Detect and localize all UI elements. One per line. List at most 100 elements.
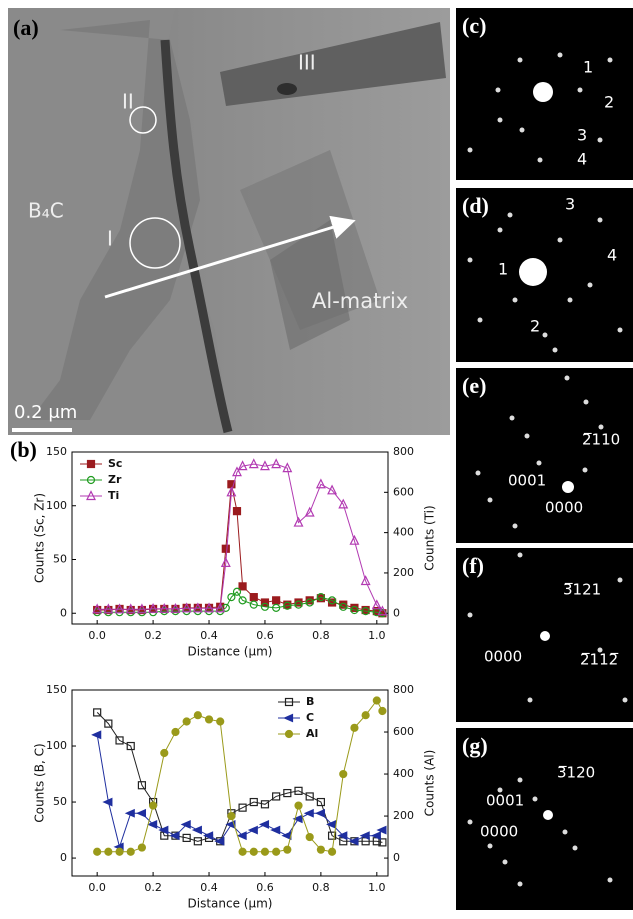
marker xyxy=(206,716,213,723)
diffraction-spot xyxy=(528,698,533,703)
x-tick-label: 0.8 xyxy=(312,629,330,642)
region-label: II xyxy=(122,90,134,114)
central-spot xyxy=(543,810,553,820)
marker xyxy=(239,583,246,590)
legend-marker xyxy=(286,731,293,738)
spot-label: 2 xyxy=(604,93,614,112)
diffraction-spot xyxy=(568,298,573,303)
spot-label: 3̅120 xyxy=(557,764,595,782)
central-spot xyxy=(562,481,574,493)
marker xyxy=(105,848,112,855)
y2-tick-label: 600 xyxy=(393,485,414,498)
diffraction-spot xyxy=(578,88,583,93)
marker xyxy=(116,848,123,855)
spot-label: 3 xyxy=(565,195,575,214)
spot-label: 3 xyxy=(577,126,587,145)
legend-label: C xyxy=(306,711,314,724)
y2-tick-label: 400 xyxy=(393,526,414,539)
marker xyxy=(161,750,168,757)
spot-label: 3̅121 xyxy=(563,581,601,599)
y-tick-label: 0 xyxy=(60,851,67,864)
central-spot xyxy=(533,82,553,102)
diffraction-spot xyxy=(525,434,530,439)
y-tick-label: 150 xyxy=(46,445,67,458)
spot-label: 0000 xyxy=(484,648,522,666)
spot-label: 2̅110 xyxy=(582,431,620,449)
y-tick-label: 150 xyxy=(46,683,67,696)
legend-label: Sc xyxy=(108,457,122,470)
diffraction-spot xyxy=(468,613,473,618)
diffraction-spot xyxy=(520,128,525,133)
y-tick-label: 0 xyxy=(60,606,67,619)
spot-label: 4 xyxy=(607,246,617,265)
diffraction-spot xyxy=(584,400,589,405)
marker xyxy=(233,508,240,515)
panel-label: (a) xyxy=(13,15,39,40)
spot-label: 2 xyxy=(530,317,540,336)
x-axis-title: Distance (μm) xyxy=(188,897,273,911)
y-axis-title: Counts (Sc, Zr) xyxy=(33,493,47,583)
y2-tick-label: 800 xyxy=(393,445,414,458)
x-tick-label: 0.4 xyxy=(200,629,218,642)
diffraction-spot xyxy=(488,844,493,849)
diffraction-spot xyxy=(573,846,578,851)
central-spot xyxy=(540,631,550,641)
panel-label: (b) xyxy=(10,437,37,462)
spot-label: 1 xyxy=(498,260,508,279)
marker xyxy=(362,712,369,719)
x-tick-label: 0.6 xyxy=(256,881,274,894)
marker xyxy=(183,718,190,725)
x-tick-label: 0.2 xyxy=(144,881,162,894)
marker xyxy=(94,848,101,855)
spot-label: 0000 xyxy=(545,499,583,517)
region-label: I xyxy=(107,227,113,251)
panel-label: (f) xyxy=(462,553,484,578)
spot-label: 0001 xyxy=(508,472,546,490)
figure: (a) I II III B₄C Al-matrix 0.2 μm (b) (c… xyxy=(0,0,633,919)
x-tick-label: 0.0 xyxy=(88,881,106,894)
diffraction-spot xyxy=(468,820,473,825)
marker xyxy=(317,846,324,853)
diffraction-spot xyxy=(598,138,603,143)
marker xyxy=(250,848,257,855)
diffraction-spot xyxy=(543,333,548,338)
y2-tick-label: 600 xyxy=(393,725,414,738)
y2-tick-label: 200 xyxy=(393,809,414,822)
y2-axis-title: Counts (Ti) xyxy=(423,505,437,570)
marker xyxy=(306,834,313,841)
diffraction-spot xyxy=(623,698,628,703)
marker xyxy=(222,545,229,552)
panel-label: (g) xyxy=(462,733,488,758)
x-tick-label: 1.0 xyxy=(368,629,386,642)
phase-label: Al-matrix xyxy=(312,289,408,313)
scale-bar-label: 0.2 μm xyxy=(14,402,77,423)
central-spot xyxy=(519,258,547,286)
y-tick-label: 50 xyxy=(53,795,67,808)
x-tick-label: 0.4 xyxy=(200,881,218,894)
diffraction-spot xyxy=(468,148,473,153)
y2-tick-label: 200 xyxy=(393,566,414,579)
x-axis-title: Distance (μm) xyxy=(188,645,273,659)
marker xyxy=(273,848,280,855)
marker xyxy=(138,844,145,851)
marker xyxy=(273,597,280,604)
diffraction-spot xyxy=(537,461,542,466)
marker xyxy=(194,712,201,719)
diffraction-spot xyxy=(553,348,558,353)
marker xyxy=(373,697,380,704)
spot-label: 0001 xyxy=(486,792,524,810)
diffraction-spot xyxy=(496,88,501,93)
diffraction-spot xyxy=(563,830,568,835)
diffraction-spot xyxy=(518,882,523,887)
marker xyxy=(261,848,268,855)
diffraction-spot xyxy=(599,425,604,430)
diffraction-spot xyxy=(510,416,515,421)
diffraction-spot xyxy=(618,328,623,333)
y2-tick-label: 0 xyxy=(393,606,400,619)
phase-label: B₄C xyxy=(28,199,64,223)
y2-tick-label: 400 xyxy=(393,767,414,780)
diffraction-spot xyxy=(476,471,481,476)
diffraction-spot xyxy=(488,498,493,503)
diffraction-spot xyxy=(478,318,483,323)
diffraction-spot xyxy=(608,878,613,883)
